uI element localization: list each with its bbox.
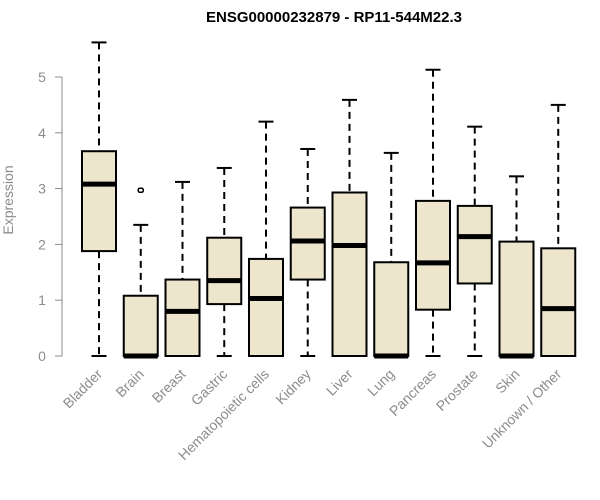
box-iqr	[206, 236, 243, 306]
x-tick-label: Unknown / Other	[479, 366, 565, 452]
box-prostate	[456, 125, 493, 357]
y-tick-label: 1	[38, 292, 46, 308]
x-tick-label: Breast	[149, 366, 189, 406]
x-tick-label: Brain	[112, 366, 146, 400]
y-tick-label: 2	[38, 236, 46, 252]
box-iqr	[373, 261, 410, 358]
box-breast	[164, 180, 201, 357]
box-pancreas	[415, 68, 451, 357]
box-gastric	[206, 166, 243, 357]
box-iqr	[122, 294, 159, 357]
box-iqr	[456, 204, 493, 285]
box-bladder	[81, 41, 117, 357]
box-lung	[373, 151, 410, 359]
box-kidney	[289, 147, 326, 357]
box-iqr	[415, 199, 451, 311]
box-brain	[122, 187, 159, 359]
box-iqr	[498, 240, 535, 357]
x-tick-label: Lung	[364, 366, 397, 399]
box-iqr	[331, 191, 368, 357]
box-iqr	[164, 278, 201, 357]
box-iqr	[540, 247, 577, 357]
y-tick-label: 0	[38, 348, 46, 364]
x-tick-label: Liver	[323, 366, 356, 399]
box-iqr	[248, 257, 284, 357]
outlier-point	[137, 187, 144, 194]
y-tick-label: 5	[38, 69, 46, 85]
y-axis-label: Expression	[0, 165, 16, 234]
box-hematopoietic-cells	[248, 120, 284, 357]
y-tick-label: 4	[38, 125, 46, 141]
y-axis: 0 1 2 3 4 5	[38, 69, 63, 364]
y-tick-label: 3	[38, 181, 46, 197]
x-tick-label: Kidney	[272, 366, 314, 408]
box-unknown-other	[540, 103, 577, 357]
box-iqr	[289, 206, 326, 281]
boxes-group	[81, 41, 577, 359]
x-tick-label: Bladder	[60, 366, 106, 412]
box-skin	[498, 175, 535, 359]
box-iqr	[81, 150, 117, 253]
chart-title: ENSG00000232879 - RP11-544M22.3	[206, 9, 462, 26]
box-liver	[331, 98, 368, 357]
x-tick-label: Prostate	[433, 366, 481, 414]
x-tick-label: Skin	[492, 366, 523, 397]
